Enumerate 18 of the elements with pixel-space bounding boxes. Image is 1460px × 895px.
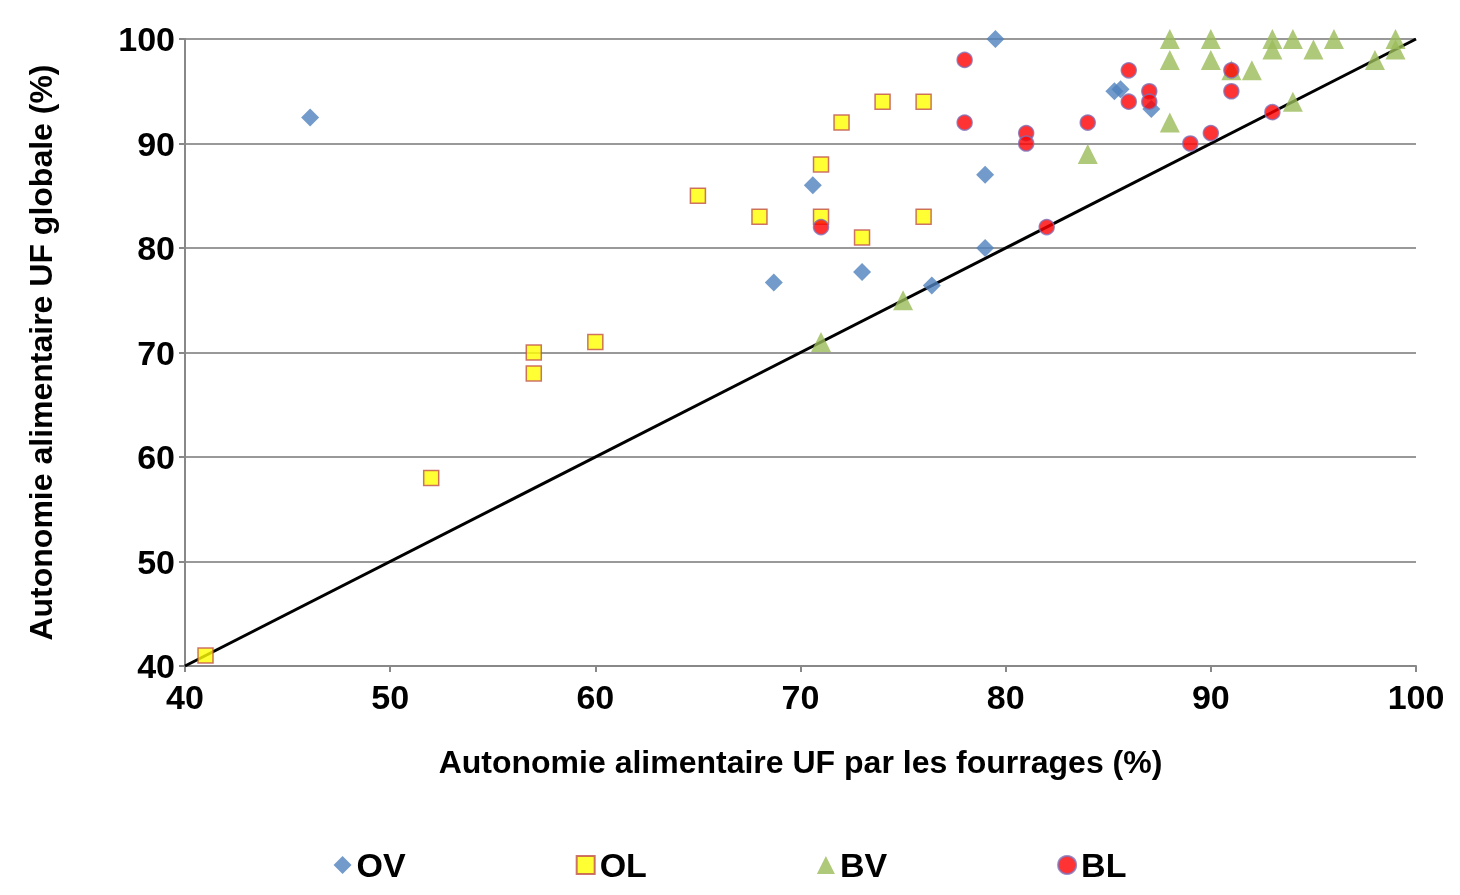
y-tick-label: 100 xyxy=(118,20,175,58)
legend-label: BV xyxy=(839,846,888,884)
x-tick-label: 70 xyxy=(781,678,820,716)
y-tick-label: 80 xyxy=(137,229,175,267)
y-tick-label: 60 xyxy=(137,438,175,476)
y-tick-label: 50 xyxy=(137,542,175,581)
x-tick-label: 60 xyxy=(576,678,615,716)
x-axis-title: Autonomie alimentaire UF par les fourrages (%) xyxy=(438,744,1163,780)
legend-label: BL xyxy=(1081,846,1127,884)
y-tick-label: 70 xyxy=(137,333,175,372)
legend-label: OL xyxy=(599,846,647,884)
x-tick-label: 90 xyxy=(1191,678,1230,716)
x-tick-label: 80 xyxy=(986,678,1025,716)
y-tick-label: 90 xyxy=(137,124,175,163)
y-axis-title: Autonomie alimentaire UF globale (%) xyxy=(23,64,59,641)
legend-label: OV xyxy=(356,846,406,884)
x-tick-label: 50 xyxy=(371,678,410,716)
x-tick-label: 100 xyxy=(1387,678,1445,716)
